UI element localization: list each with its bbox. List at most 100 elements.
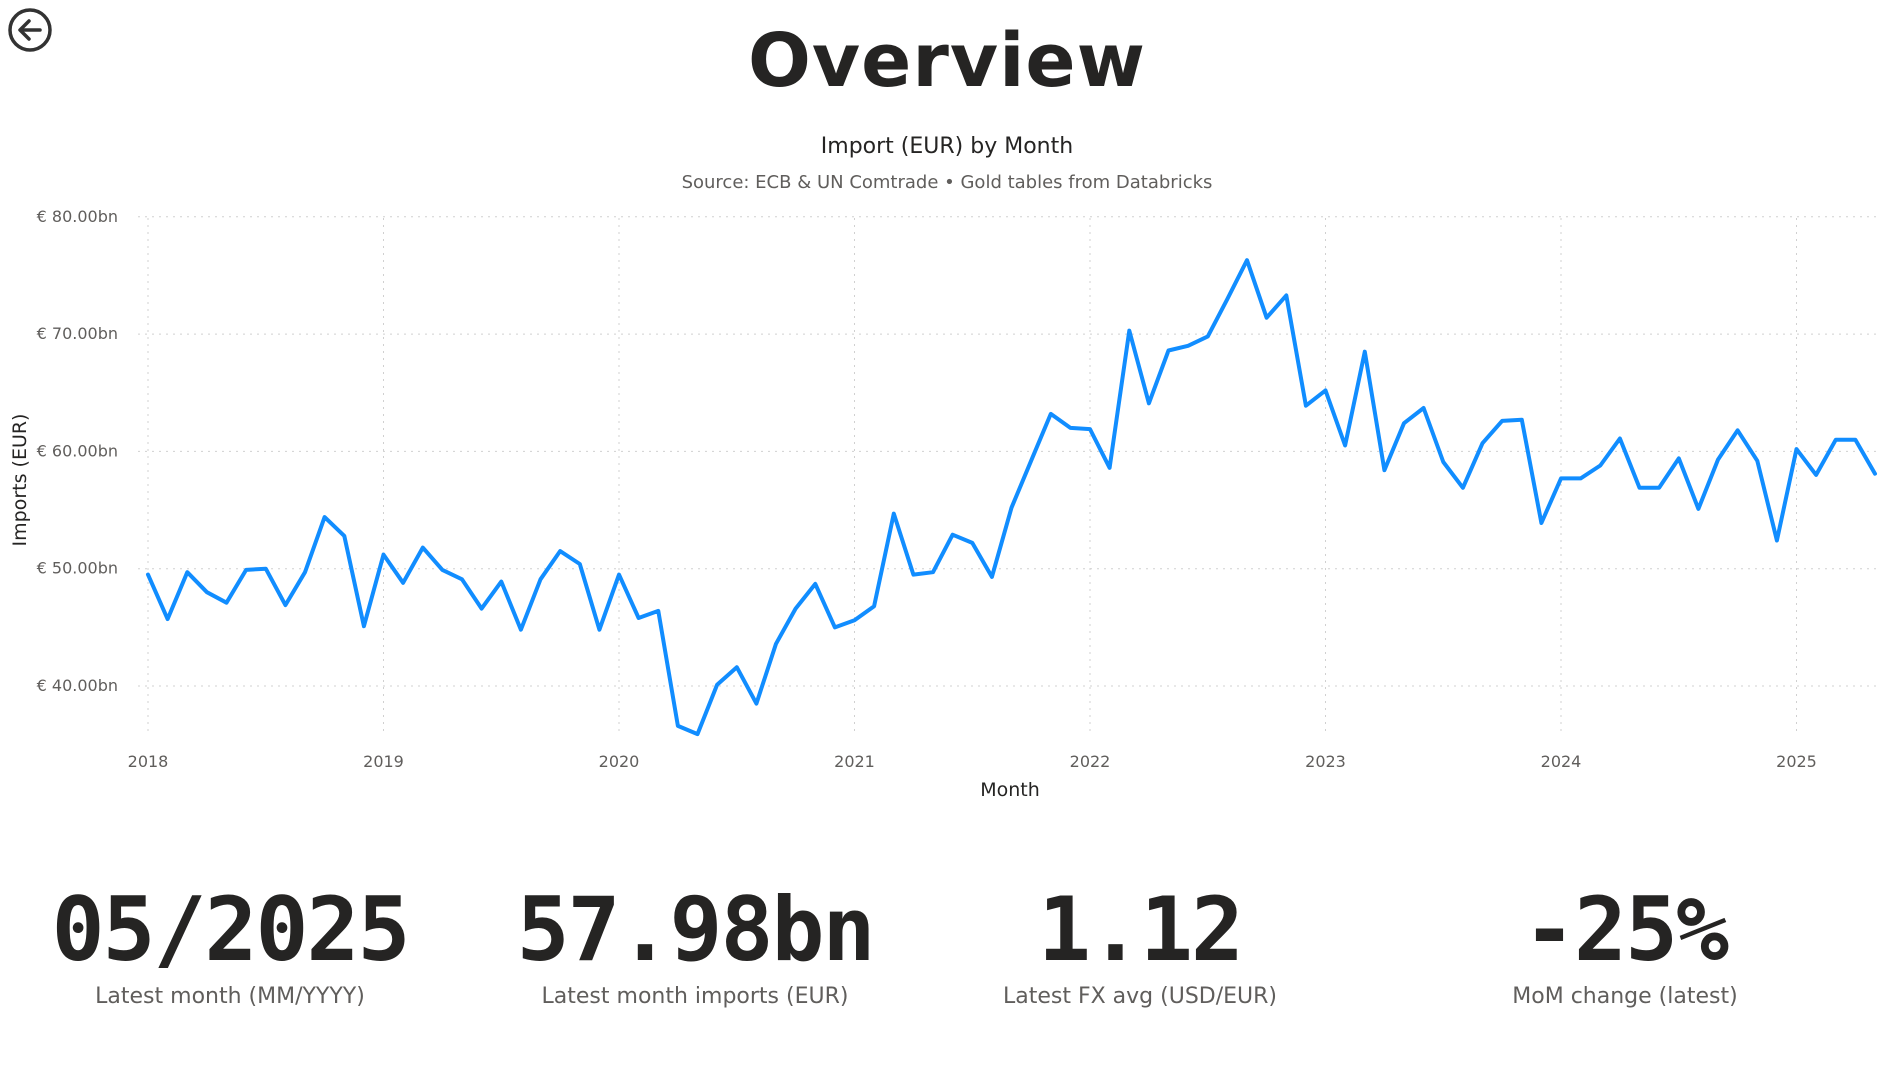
data-point[interactable] [966, 537, 978, 549]
data-point[interactable] [1064, 422, 1076, 434]
data-point[interactable] [1771, 535, 1783, 547]
data-point[interactable] [1634, 482, 1646, 494]
data-point[interactable] [1732, 424, 1744, 436]
data-point[interactable] [378, 549, 390, 561]
kpi-latest-month-value: 05/2025 [51, 878, 411, 981]
data-point[interactable] [1182, 340, 1194, 352]
data-point[interactable] [672, 720, 684, 732]
data-point[interactable] [535, 573, 547, 585]
data-point[interactable] [770, 638, 782, 650]
data-point[interactable] [436, 564, 448, 576]
data-point[interactable] [868, 600, 880, 612]
data-point[interactable] [1555, 472, 1567, 484]
data-point[interactable] [1084, 423, 1096, 435]
data-point[interactable] [731, 661, 743, 673]
data-point[interactable] [1221, 293, 1233, 305]
data-point[interactable] [809, 578, 821, 590]
kpi-fx-avg-card: 1.12 Latest FX avg (USD/EUR) [900, 880, 1380, 1010]
data-point[interactable] [1280, 289, 1292, 301]
x-tick-label: 2018 [128, 752, 169, 771]
data-point[interactable] [1791, 443, 1803, 455]
data-point[interactable] [1418, 402, 1430, 414]
data-point[interactable] [1751, 455, 1763, 467]
x-axis-title: Month [980, 779, 1040, 801]
data-point[interactable] [1496, 415, 1508, 427]
data-point[interactable] [907, 569, 919, 581]
data-point[interactable] [240, 564, 252, 576]
data-point[interactable] [1614, 433, 1626, 445]
data-point[interactable] [1261, 312, 1273, 324]
data-point[interactable] [162, 613, 174, 625]
kpi-latest-imports-label: Latest month imports (EUR) [541, 984, 849, 1009]
data-point[interactable] [1477, 437, 1489, 449]
data-point[interactable] [849, 614, 861, 626]
data-point[interactable] [515, 624, 527, 636]
chart-title: Import (EUR) by Month [820, 134, 1074, 159]
data-point[interactable] [1339, 440, 1351, 452]
data-point[interactable] [1143, 397, 1155, 409]
data-point[interactable] [142, 569, 154, 581]
data-point[interactable] [554, 545, 566, 557]
data-point[interactable] [319, 511, 331, 523]
data-point[interactable] [1104, 462, 1116, 474]
arrow-left-circle-icon [8, 8, 52, 52]
data-point[interactable] [1516, 414, 1528, 426]
data-point[interactable] [1025, 455, 1037, 467]
data-point[interactable] [1006, 502, 1018, 514]
data-point[interactable] [1359, 346, 1371, 358]
data-point[interactable] [1712, 454, 1724, 466]
x-tick-label: 2021 [834, 752, 875, 771]
data-point[interactable] [1575, 472, 1587, 484]
data-point[interactable] [260, 563, 272, 575]
data-point[interactable] [1692, 503, 1704, 515]
data-point[interactable] [417, 542, 429, 554]
data-point[interactable] [927, 566, 939, 578]
data-point[interactable] [947, 529, 959, 541]
data-point[interactable] [692, 728, 704, 740]
data-point[interactable] [221, 597, 233, 609]
data-point[interactable] [476, 603, 488, 615]
back-button[interactable] [6, 6, 54, 54]
data-point[interactable] [1869, 468, 1881, 480]
data-point[interactable] [299, 566, 311, 578]
data-point[interactable] [201, 586, 213, 598]
data-point[interactable] [750, 698, 762, 710]
data-point[interactable] [790, 603, 802, 615]
data-point[interactable] [1594, 460, 1606, 472]
data-point[interactable] [181, 566, 193, 578]
data-point[interactable] [456, 573, 468, 585]
data-point[interactable] [1457, 482, 1469, 494]
data-point[interactable] [1849, 434, 1861, 446]
data-point[interactable] [397, 577, 409, 589]
data-point[interactable] [1437, 456, 1449, 468]
data-point[interactable] [652, 605, 664, 617]
data-point[interactable] [829, 621, 841, 633]
data-point[interactable] [1320, 384, 1332, 396]
data-point[interactable] [338, 530, 350, 542]
data-point[interactable] [888, 508, 900, 520]
data-point[interactable] [574, 558, 586, 570]
x-tick-label: 2023 [1305, 752, 1346, 771]
data-point[interactable] [1653, 482, 1665, 494]
data-point[interactable] [593, 624, 605, 636]
data-point[interactable] [1673, 452, 1685, 464]
line-chart[interactable]: € 40.00bn € 50.00bn € 60.00bn € 70.00bn € 80… [0, 0, 1894, 820]
data-point[interactable] [1163, 345, 1175, 357]
data-point[interactable] [1810, 469, 1822, 481]
data-point[interactable] [279, 599, 291, 611]
data-point[interactable] [1300, 400, 1312, 412]
data-point[interactable] [1535, 517, 1547, 529]
data-point[interactable] [1045, 408, 1057, 420]
data-point[interactable] [1378, 464, 1390, 476]
data-point[interactable] [613, 569, 625, 581]
data-point[interactable] [711, 679, 723, 691]
data-point[interactable] [633, 612, 645, 624]
data-point[interactable] [1202, 330, 1214, 342]
data-point[interactable] [1398, 417, 1410, 429]
data-point[interactable] [358, 620, 370, 632]
data-point[interactable] [986, 571, 998, 583]
data-point[interactable] [1830, 434, 1842, 446]
data-point[interactable] [495, 576, 507, 588]
data-point[interactable] [1123, 325, 1135, 337]
data-point[interactable] [1241, 254, 1253, 266]
